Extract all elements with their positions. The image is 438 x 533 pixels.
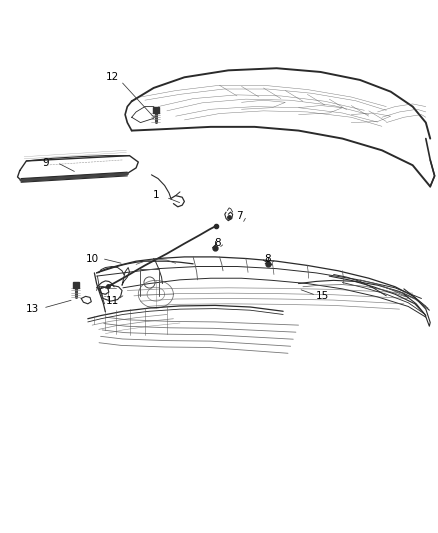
Text: 8: 8 — [264, 254, 271, 263]
Text: 11: 11 — [105, 296, 118, 306]
Text: 1: 1 — [152, 190, 159, 199]
Text: 8: 8 — [213, 238, 220, 247]
Text: 15: 15 — [315, 291, 328, 301]
Text: 12: 12 — [105, 72, 118, 82]
Text: 9: 9 — [42, 158, 49, 167]
Text: 7: 7 — [235, 211, 242, 221]
Text: 10: 10 — [85, 254, 99, 263]
Text: 13: 13 — [26, 304, 39, 314]
